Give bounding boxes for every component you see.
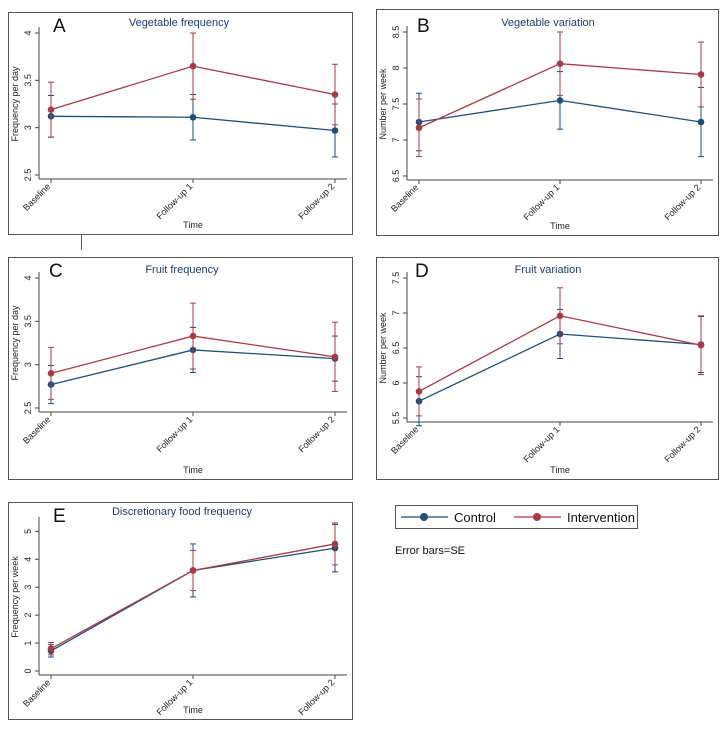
y-tick-label: 3.5 — [23, 315, 33, 328]
y-tick-label: 1 — [23, 641, 33, 646]
data-point-intervention — [47, 370, 55, 377]
y-tick-label: 2.5 — [23, 402, 33, 415]
divider-tick — [81, 234, 82, 250]
y-tick-label: 7.5 — [391, 98, 401, 111]
chart-title: Vegetable variation — [501, 17, 595, 29]
legend-control-label: Control — [454, 510, 496, 525]
x-axis-title: Time — [183, 465, 203, 475]
data-point-intervention — [697, 71, 705, 78]
y-tick-label: 4 — [23, 557, 33, 562]
y-axis-title: Number per week — [378, 312, 388, 384]
x-tick-label: Baseline — [21, 181, 52, 212]
x-tick-label: Follow-up 2 — [662, 182, 702, 222]
y-tick-label: 5 — [23, 529, 33, 534]
x-axis-title: Time — [183, 220, 203, 230]
y-tick-label: 4 — [23, 30, 33, 35]
y-tick-label: 3 — [23, 125, 33, 130]
x-tick-label: Follow-up 2 — [296, 677, 336, 717]
chart-panel-d: 5.5 6 6.5 7 7.5 Baseline Follow-up 1 Follow-up … — [376, 257, 719, 480]
data-point-intervention — [697, 341, 705, 349]
y-tick-label: 3.5 — [23, 74, 33, 87]
data-point-intervention — [47, 645, 55, 652]
chart-panel-a: 2.5 3 3.5 4 Baseline Follow-up 1 Follow-up 2 Ti… — [8, 12, 353, 235]
chart-title: Fruit variation — [515, 264, 582, 276]
chart-svg: 6.5 7 7.5 8 8.5 Baseline Follow-up 1 Follow-up … — [378, 16, 713, 231]
y-tick-label: 6.5 — [391, 170, 401, 183]
y-tick-label: 6.5 — [391, 342, 401, 355]
x-tick-label: Follow-up 1 — [154, 181, 194, 221]
panel-label: C — [49, 261, 63, 282]
x-tick-label: Baseline — [389, 424, 420, 455]
y-tick-label: 2 — [23, 613, 33, 618]
legend-intervention-label: Intervention — [567, 510, 635, 525]
x-tick-label: Follow-up 2 — [296, 414, 336, 454]
chart-panel-b: 6.5 7 7.5 8 8.5 Baseline Follow-up 1 Follow-up … — [376, 9, 719, 236]
x-tick-label: Follow-up 2 — [296, 181, 336, 221]
x-tick-label: Follow-up 1 — [521, 182, 561, 222]
y-axis-title: Frequency per day — [10, 66, 20, 142]
data-point-intervention — [331, 91, 339, 98]
x-tick-label: Baseline — [21, 414, 52, 445]
data-point-intervention — [47, 106, 55, 113]
x-axis-title: Time — [183, 705, 203, 715]
chart-panel-e: 0 1 2 3 4 5 Baseline Follow-up 1 Follow-up 2 Time… — [8, 502, 353, 720]
y-axis-title: Frequency per day — [10, 305, 20, 381]
x-tick-label: Follow-up 2 — [662, 424, 702, 464]
x-tick-label: Follow-up 1 — [154, 414, 194, 454]
y-tick-label: 0 — [23, 668, 33, 673]
y-tick-label: 5.5 — [391, 412, 401, 425]
y-tick-label: 2.5 — [23, 169, 33, 182]
x-tick-label: Baseline — [389, 182, 420, 213]
y-tick-label: 3 — [23, 362, 33, 367]
data-point-intervention — [189, 332, 197, 340]
data-point-intervention — [415, 388, 423, 395]
data-point-control — [331, 127, 339, 134]
y-axis-title: Frequency per week — [10, 556, 20, 638]
y-tick-label: 8.5 — [391, 26, 401, 39]
y-axis-title: Number per week — [378, 68, 388, 140]
y-tick-label: 7 — [391, 137, 401, 142]
error-bar-note: Error bars=SE — [395, 545, 465, 557]
x-tick-label: Follow-up 1 — [521, 424, 561, 464]
chart-svg: 2.5 3 3.5 4 Baseline Follow-up 1 Follow-up 2 Ti… — [10, 261, 347, 475]
data-point-control — [556, 97, 564, 104]
data-point-control — [697, 118, 705, 126]
panel-label: D — [415, 261, 429, 282]
chart-svg: 5.5 6 6.5 7 7.5 Baseline Follow-up 1 Follow-up … — [378, 261, 713, 475]
panel-label: E — [53, 506, 66, 527]
x-axis-title: Time — [550, 221, 570, 231]
y-tick-label: 3 — [23, 585, 33, 590]
panel-label: A — [53, 16, 66, 37]
y-tick-label: 6 — [391, 380, 401, 385]
y-tick-label: 7 — [391, 310, 401, 315]
legend-intervention-marker — [533, 513, 541, 521]
y-tick-label: 7.5 — [391, 272, 401, 285]
legend-control-marker — [420, 513, 428, 521]
data-point-control — [189, 113, 197, 121]
x-axis-title: Time — [550, 465, 570, 475]
data-point-intervention — [556, 60, 564, 67]
data-point-intervention — [331, 353, 339, 361]
chart-title: Vegetable frequency — [129, 17, 230, 29]
panel-label: B — [417, 16, 430, 37]
data-point-intervention — [415, 124, 423, 132]
chart-panel-c: 2.5 3 3.5 4 Baseline Follow-up 1 Follow-up 2 Ti… — [8, 257, 353, 480]
data-point-intervention — [331, 540, 339, 548]
y-tick-label: 8 — [391, 65, 401, 70]
data-point-intervention — [556, 312, 564, 320]
data-point-intervention — [189, 62, 197, 70]
legend: Control Intervention — [395, 505, 638, 529]
y-tick-label: 4 — [23, 275, 33, 280]
chart-svg: 2.5 3 3.5 4 Baseline Follow-up 1 Follow-up 2 Ti… — [10, 16, 347, 230]
legend-symbols — [401, 513, 561, 521]
chart-title: Fruit frequency — [145, 264, 219, 276]
chart-title: Discretionary food frequency — [112, 506, 253, 518]
data-point-intervention — [189, 567, 197, 574]
x-tick-label: Baseline — [21, 677, 52, 708]
